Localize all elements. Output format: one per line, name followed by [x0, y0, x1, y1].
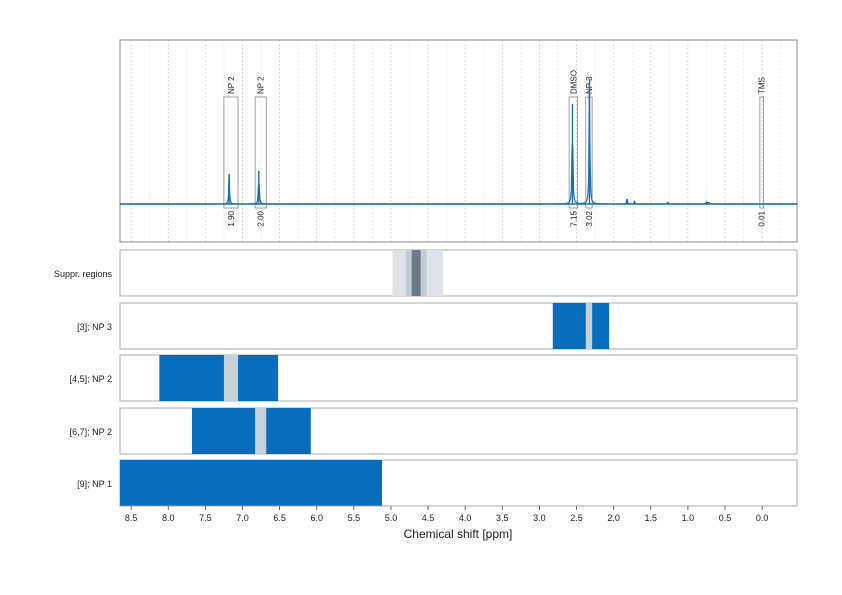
integral-value: 3.02: [585, 210, 594, 226]
x-tick-label: 4.5: [422, 513, 435, 523]
track-label: [4,5]; NP 2: [70, 374, 112, 384]
integral-value: 0.01: [758, 210, 767, 226]
x-tick-label: 5.5: [348, 513, 361, 523]
annotation-box: [223, 96, 239, 209]
x-tick-label: 7.0: [236, 513, 249, 523]
x-tick-label: 4.0: [459, 513, 472, 523]
annotation-box: [568, 96, 578, 209]
track-label: [6,7]; NP 2: [70, 427, 112, 437]
x-tick-label: 0.5: [719, 513, 732, 523]
annotation-label: NP 2: [227, 76, 236, 94]
peak-annotation: TMS 0.01: [758, 77, 767, 226]
grid-lines: [130, 40, 782, 242]
integral-value: 7.15: [569, 210, 578, 226]
track: Suppr. regions: [54, 249, 798, 297]
track: [4,5]; NP 2: [70, 354, 798, 402]
x-tick-label: 0.0: [756, 513, 769, 523]
integral-value: 1.90: [227, 210, 236, 226]
annotation-label: TMS: [758, 77, 767, 94]
track-band-region: [120, 460, 383, 506]
integral-value: 2.00: [257, 210, 266, 226]
x-tick-label: 8.5: [125, 513, 138, 523]
track-band-region: [552, 303, 610, 349]
annotation-box: [254, 96, 267, 209]
annotation-label: DMSO: [569, 70, 578, 94]
peak-annotation: DMSO 7.15: [568, 70, 578, 227]
x-axis-label: Chemical shift [ppm]: [404, 527, 513, 541]
region-tracks: Suppr. regions [3]; NP 3 [4,5]; NP 2 [6,7];…: [54, 249, 798, 507]
annotation-label: NP 2: [257, 76, 266, 94]
track-frame: [119, 302, 798, 350]
peak-annotation: NP 2 1.90: [223, 76, 239, 227]
annotation-box: [759, 96, 764, 209]
track-band-region: [159, 355, 279, 401]
x-tick-label: 1.0: [682, 513, 695, 523]
x-axis: 8.5 8.0 7.5 7.0 6.5 6.0 5.5 5.0 4.5 4.0 3.5 3.0 2.5 2…: [120, 505, 797, 523]
x-tick-label: 2.5: [570, 513, 583, 523]
track-frame: [119, 249, 798, 297]
spectrum-trace: [120, 89, 797, 205]
track-label: Suppr. regions: [54, 269, 113, 279]
track-label: [9]; NP 1: [77, 479, 112, 489]
track-label: [3]; NP 3: [77, 322, 112, 332]
x-tick-label: 2.0: [607, 513, 620, 523]
x-tick-label: 3.5: [496, 513, 509, 523]
spectrum-frame: [119, 39, 798, 243]
track: [9]; NP 1: [77, 459, 798, 507]
x-tick-label: 8.0: [162, 513, 175, 523]
x-tick-label: 1.5: [645, 513, 658, 523]
track-band-overlap: [585, 303, 593, 349]
track: [6,7]; NP 2: [70, 407, 798, 455]
x-tick-label: 6.0: [310, 513, 323, 523]
track-band-overlap: [223, 355, 239, 401]
x-tick-label: 7.5: [199, 513, 212, 523]
peak-annotation: NP 2 2.00: [254, 76, 267, 227]
track-band-overlap: [255, 408, 267, 454]
track: [3]; NP 3: [77, 302, 798, 350]
track-band-suppr_dark: [411, 250, 421, 296]
x-tick-label: 6.5: [273, 513, 286, 523]
x-tick-label: 3.0: [533, 513, 546, 523]
track-band-region: [192, 408, 311, 454]
x-tick-label: 5.0: [385, 513, 398, 523]
